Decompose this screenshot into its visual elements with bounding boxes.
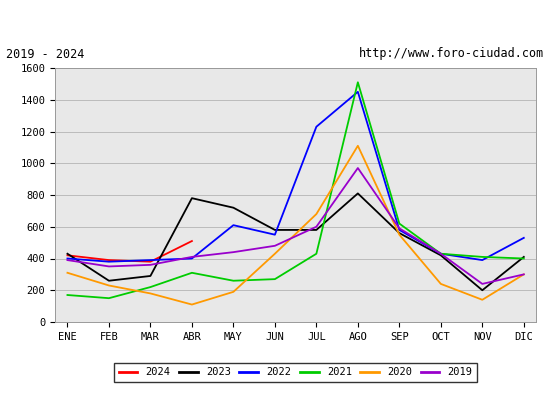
Text: Evolucion Nº Turistas Nacionales en el municipio de Villasabariego: Evolucion Nº Turistas Nacionales en el m… [11, 14, 539, 28]
Text: http://www.foro-ciudad.com: http://www.foro-ciudad.com [359, 48, 544, 60]
Text: 2019 - 2024: 2019 - 2024 [6, 48, 84, 60]
Legend: 2024, 2023, 2022, 2021, 2020, 2019: 2024, 2023, 2022, 2021, 2020, 2019 [114, 363, 477, 382]
